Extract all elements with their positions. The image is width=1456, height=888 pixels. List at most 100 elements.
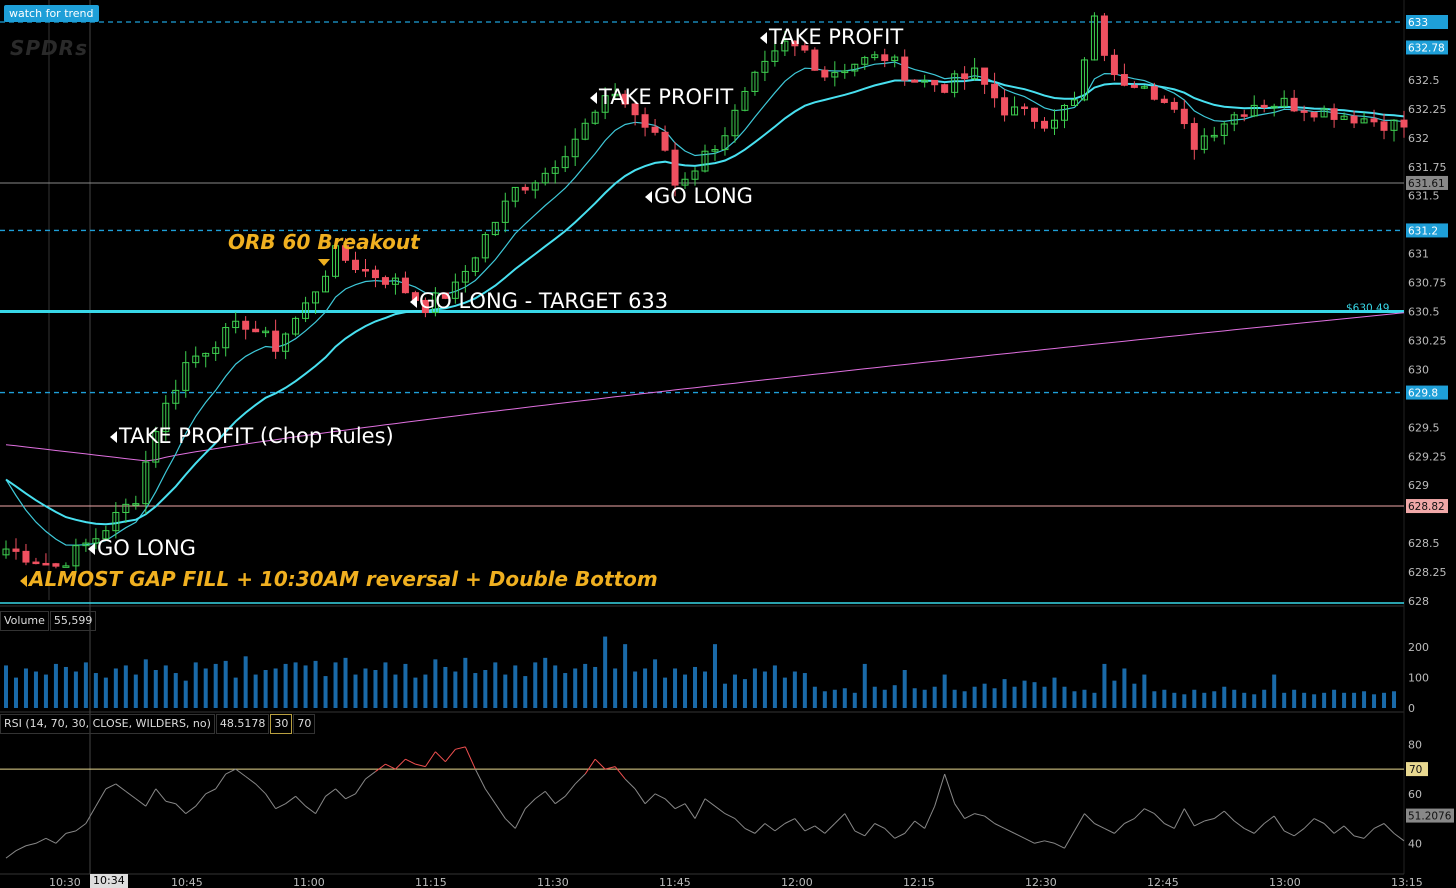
candle-body — [401, 277, 409, 294]
watch-for-trend-button[interactable]: watch for trend — [4, 5, 99, 22]
volume-bar — [663, 677, 668, 708]
volume-bar — [123, 665, 128, 708]
price-tick-label: 630.25 — [1408, 334, 1447, 347]
rsi-segment — [65, 830, 77, 834]
volume-bar — [633, 671, 638, 708]
volume-label: Volume — [0, 611, 49, 631]
volume-bar — [93, 673, 98, 708]
candle-body — [841, 70, 849, 74]
rsi-segment — [864, 823, 876, 837]
volume-bar — [293, 662, 298, 708]
rsi-segment — [1183, 808, 1195, 827]
rsi-segment — [245, 776, 256, 785]
candle-body — [681, 178, 689, 186]
rsi-segment — [1283, 830, 1295, 837]
volume-bar — [982, 683, 987, 708]
rsi-segment — [734, 818, 746, 829]
volume-bar — [223, 660, 228, 708]
rsi-segment — [365, 771, 376, 780]
rsi-segment — [644, 793, 656, 805]
price-tick-label: 632.25 — [1408, 103, 1447, 116]
rsi-segment — [385, 763, 396, 770]
rsi-segment — [804, 825, 816, 832]
candle-body — [591, 111, 599, 124]
volume-bar — [1152, 691, 1157, 708]
volume-bar — [1122, 668, 1127, 708]
rsi-segment — [1064, 830, 1075, 849]
volume-bar — [23, 668, 28, 708]
price-label-text: 631.61 — [1408, 178, 1445, 190]
time-tick-label: 13:15 — [1391, 876, 1423, 888]
candle-body — [761, 60, 769, 73]
rsi-segment — [654, 793, 666, 800]
volume-bar — [553, 665, 558, 708]
rsi-segment — [664, 798, 676, 810]
rsi-segment — [814, 825, 826, 834]
volume-bar — [1232, 689, 1237, 708]
volume-bar — [1132, 683, 1137, 708]
rsi-segment — [345, 793, 356, 800]
time-axis: 10:30 10:45 11:00 11:15 11:30 11:45 12:00 12:15… — [49, 876, 1423, 888]
rsi-segment — [1383, 823, 1395, 834]
rsi-segment — [1104, 827, 1115, 834]
candle-body — [671, 149, 679, 186]
rsi-segment — [55, 833, 67, 844]
candle-body — [1070, 99, 1078, 106]
volume-bar — [772, 665, 777, 708]
candle-body — [1140, 86, 1148, 89]
volume-bar — [193, 662, 198, 708]
volume-bar — [133, 674, 138, 708]
rsi-segment — [514, 808, 526, 829]
rsi-segment — [534, 790, 546, 800]
candle-body — [72, 545, 80, 567]
volume-bar — [1342, 692, 1347, 708]
time-tick-label: 13:00 — [1269, 876, 1301, 888]
candle-body — [811, 49, 819, 71]
rsi-segment — [1084, 813, 1095, 824]
annotation-take-profit-2: TAKE PROFIT — [760, 25, 903, 49]
volume-bar — [263, 670, 268, 708]
candle-body — [891, 56, 899, 62]
candle-body — [981, 67, 989, 85]
rsi-segment — [1044, 840, 1055, 844]
time-tick-label: 12:00 — [781, 876, 813, 888]
price-label-text: 631.2 — [1408, 225, 1438, 237]
volume-bar — [1252, 694, 1257, 708]
price-tick-label: 628.5 — [1408, 537, 1440, 550]
candle-body — [531, 182, 539, 191]
rsi-segment — [1204, 818, 1215, 822]
rsi-segment — [704, 798, 716, 807]
candle-body — [1340, 115, 1348, 120]
price-tick-label: 631.5 — [1408, 190, 1440, 203]
candle-body — [831, 72, 839, 78]
candle-body — [741, 90, 749, 111]
candle-body — [1180, 108, 1188, 125]
volume-bar — [593, 666, 598, 708]
candle-body — [691, 170, 699, 180]
candle-body — [381, 277, 389, 285]
rsi-segment — [614, 766, 626, 780]
price-tick-label: 632 — [1408, 132, 1429, 145]
volume-bar — [483, 670, 488, 708]
rsi-segment — [744, 827, 756, 834]
rsi-segment — [784, 818, 796, 824]
rsi-segment — [574, 773, 586, 785]
candle-body — [1320, 108, 1328, 118]
candle-body — [541, 172, 549, 184]
annotation-go-long-1: GO LONG — [88, 536, 196, 560]
volume-bar — [962, 691, 967, 708]
volume-bar — [143, 659, 148, 708]
candle-body — [302, 302, 310, 319]
rsi-segment — [954, 803, 966, 819]
volume-bar — [1192, 689, 1197, 708]
volume-bar — [782, 677, 787, 708]
volume-bar — [1202, 692, 1207, 708]
rsi-segment — [455, 746, 466, 750]
volume-bar — [83, 662, 88, 708]
rsi-segment — [774, 823, 786, 832]
rsi-level-low: 30 — [270, 714, 293, 734]
volume-pane-header: Volume 55,599 — [0, 611, 97, 631]
volume-bar — [13, 677, 18, 708]
rsi-tick-label: 80 — [1408, 738, 1422, 751]
volume-bar — [892, 685, 897, 708]
